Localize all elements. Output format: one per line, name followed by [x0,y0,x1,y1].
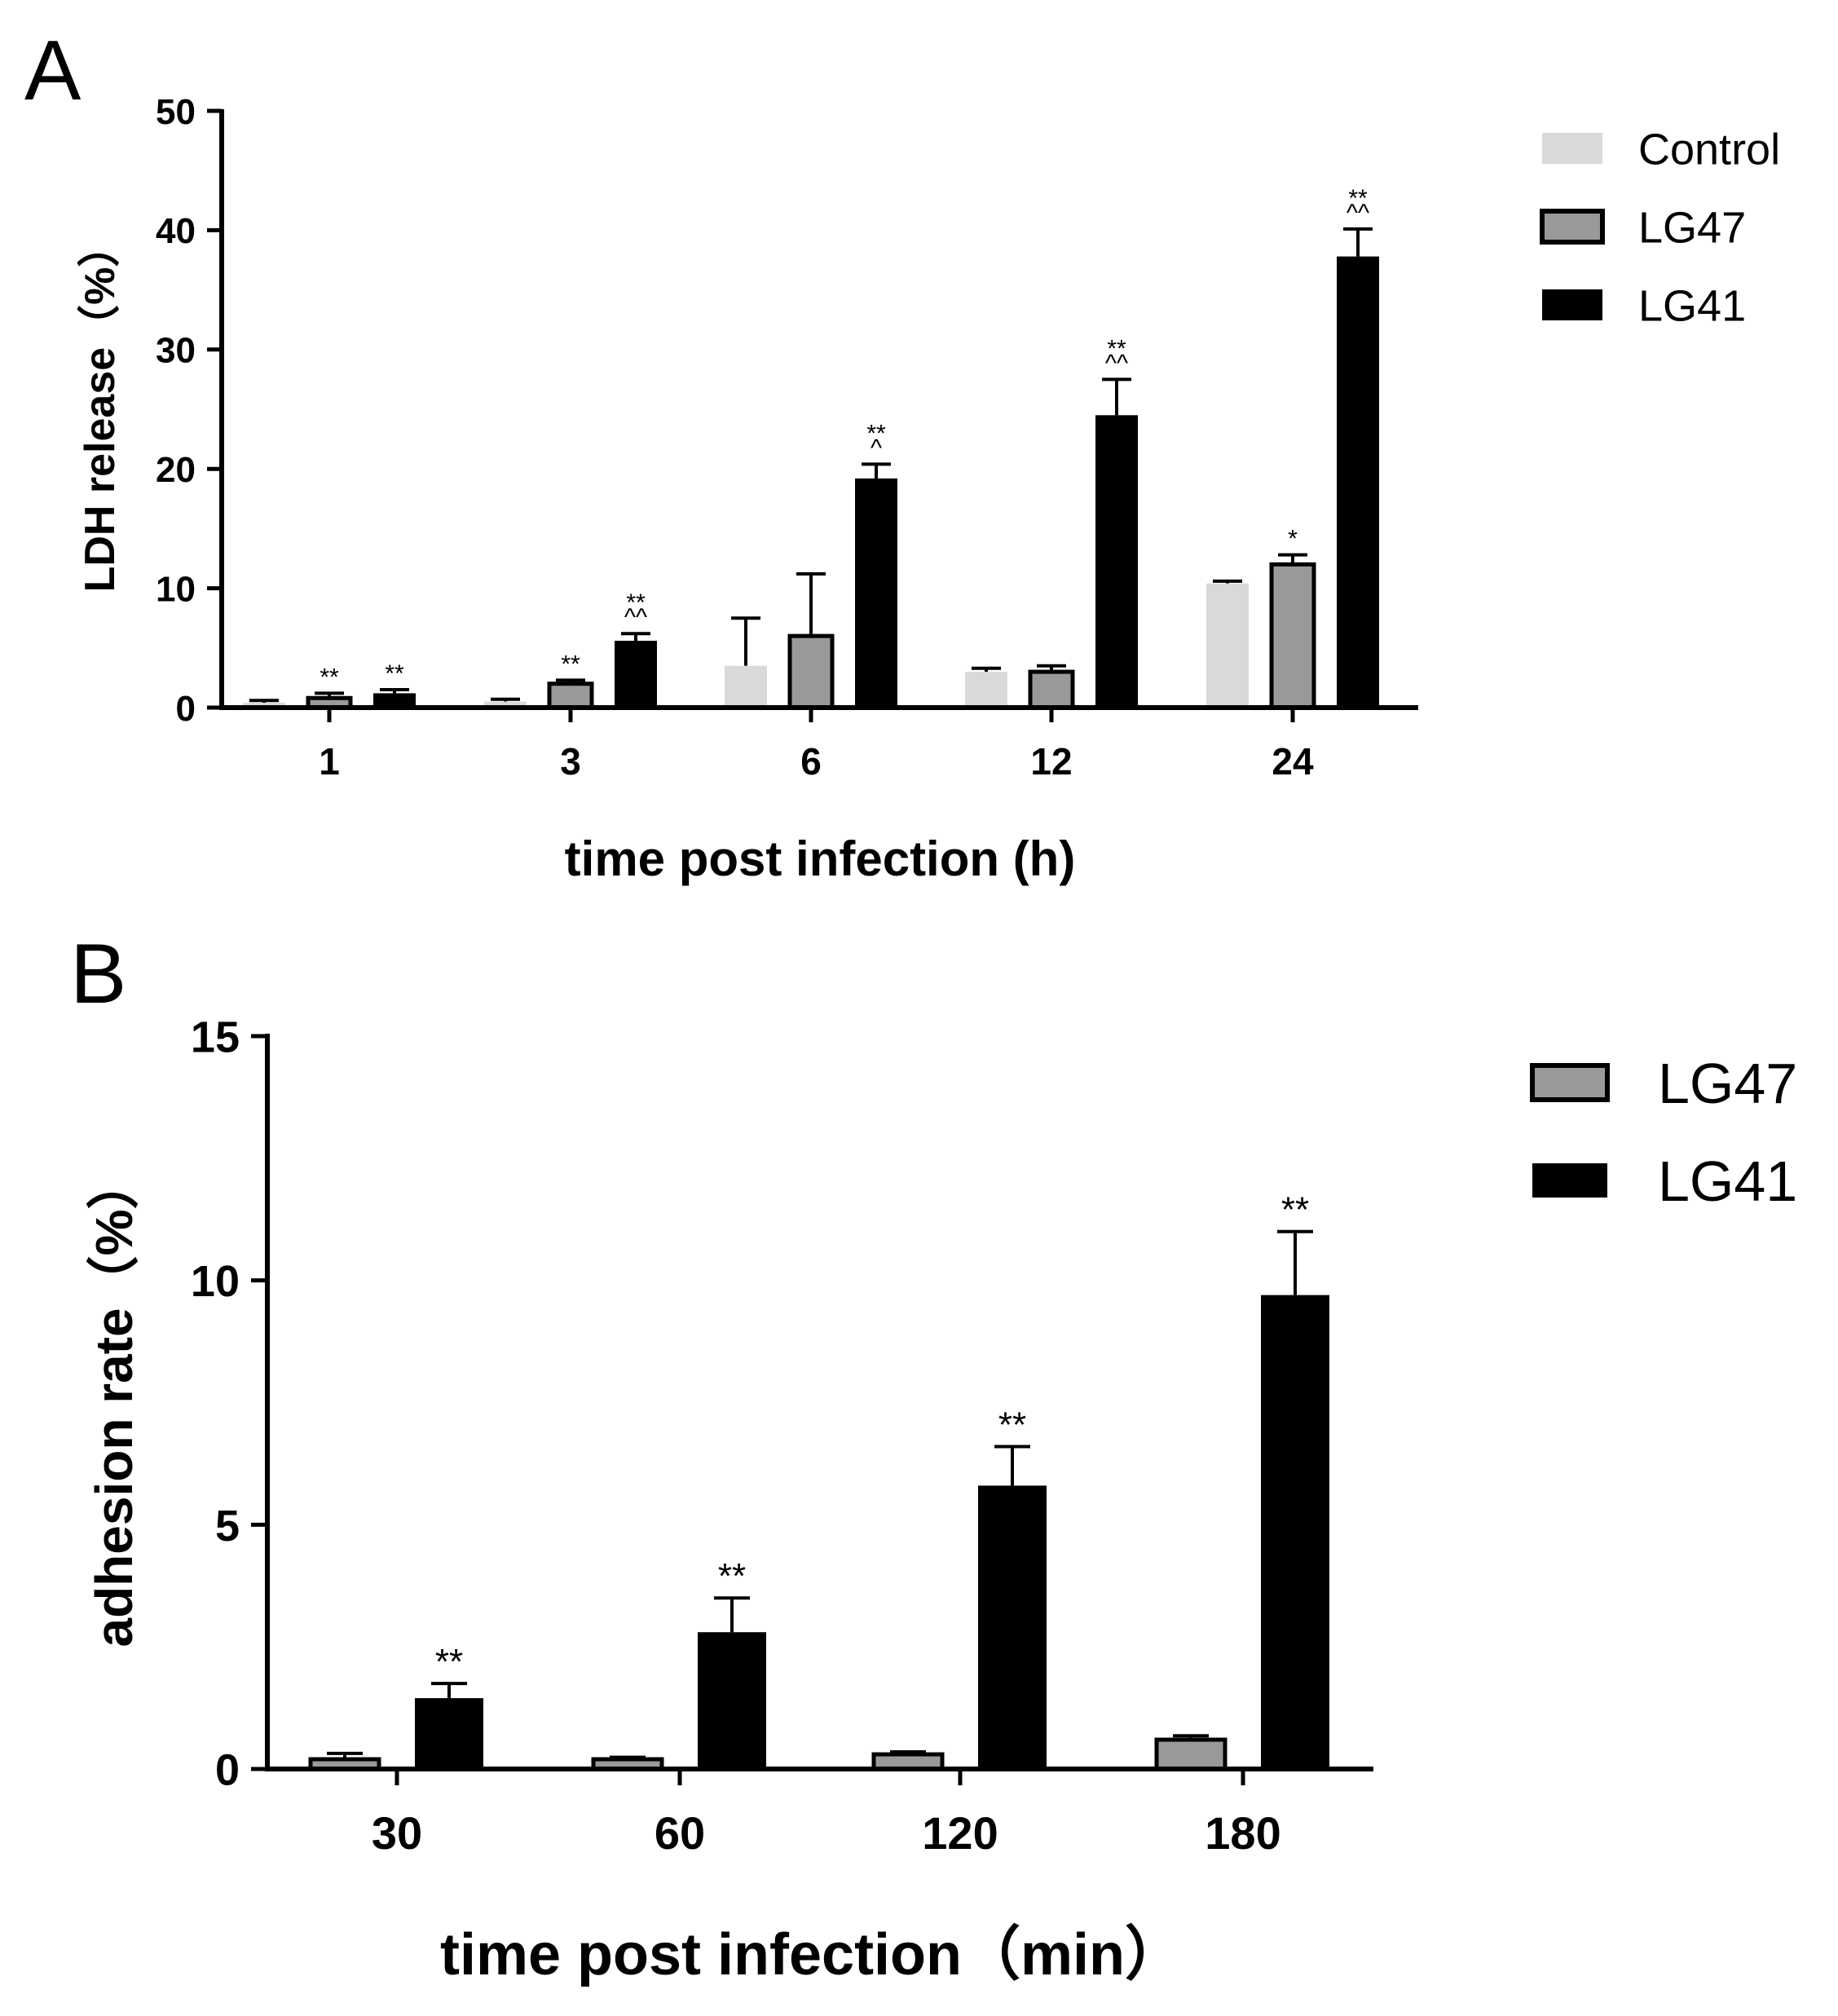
y-tick-label: 50 [156,92,196,132]
legend-label: LG41 [1658,1149,1797,1213]
legend-label: Control [1638,125,1780,174]
bar [1206,583,1249,708]
bar [855,478,897,708]
x-tick-label: 6 [800,740,822,783]
y-tick-label: 0 [215,1745,240,1794]
panel-b-x-axis-title: time post infection（min） [440,1922,1183,1987]
panel-b: B ** ** ** ** 0 5 10 15 30 60 120 180 time post i… [70,927,1797,1987]
bar [1095,415,1138,708]
y-tick-label: 30 [156,331,196,371]
bar [1261,1295,1329,1769]
bar [1154,1737,1228,1771]
legend-swatch [1542,289,1602,320]
x-tick-label: 180 [1205,1807,1280,1859]
x-tick-label: 3 [560,740,581,783]
bar [698,1632,766,1769]
bar [484,701,527,708]
legend-label: LG41 [1638,281,1746,330]
legend-swatch [1530,1063,1610,1102]
x-tick-label: 120 [922,1807,998,1859]
panel-b-letter: B [70,927,126,1021]
significance-mark: ** [998,1405,1026,1445]
legend-swatch [1540,209,1605,245]
x-tick-label: 1 [319,740,340,783]
legend-label: LG47 [1638,203,1746,252]
bar [547,682,594,710]
x-tick-label: 30 [372,1807,422,1859]
significance-mark: ^^ [1105,350,1128,377]
legend-swatch [1532,1163,1607,1198]
significance-mark: ** [1107,335,1126,362]
panel-a-y-axis-title: LDH release（%） [77,225,124,593]
panel-a-letter: A [24,24,82,118]
y-tick-label: 10 [156,569,196,609]
bar [373,693,416,708]
y-tick-label: 10 [191,1257,240,1306]
significance-mark: ^^ [1347,200,1369,227]
significance-mark: ** [435,1642,463,1682]
x-tick-label: 24 [1272,740,1314,783]
bar [415,1698,483,1769]
significance-mark: ** [1348,185,1368,212]
significance-mark: ** [626,589,646,616]
y-tick-label: 5 [215,1502,240,1551]
y-tick-label: 15 [191,1012,240,1061]
bar [787,633,835,710]
significance-mark: ** [385,660,404,687]
significance-mark: ** [320,664,339,690]
x-tick-label: 60 [655,1807,705,1859]
significance-mark: * [1288,526,1298,553]
significance-mark: ** [561,651,580,677]
bar [965,672,1007,708]
significance-mark: ** [866,420,886,447]
y-tick-label: 0 [176,689,196,729]
panel-b-y-axis-title: adhesion rate（%） [85,1157,143,1647]
significance-mark: ^ [871,435,882,461]
bar [615,641,657,708]
bar [1337,256,1379,708]
x-tick-label: 12 [1030,740,1072,783]
legend-swatch [1542,133,1602,164]
legend-label: LG47 [1658,1052,1797,1115]
bar [1269,562,1316,710]
panel-a-x-axis-title: time post infection (h) [565,832,1076,886]
significance-mark: ** [1281,1190,1309,1230]
significance-mark: ^^ [624,604,647,631]
bar [1028,669,1075,710]
bar [725,665,767,708]
y-tick-label: 40 [156,211,196,251]
significance-mark: ** [718,1556,746,1596]
y-tick-label: 20 [156,450,196,490]
bar [978,1485,1047,1769]
